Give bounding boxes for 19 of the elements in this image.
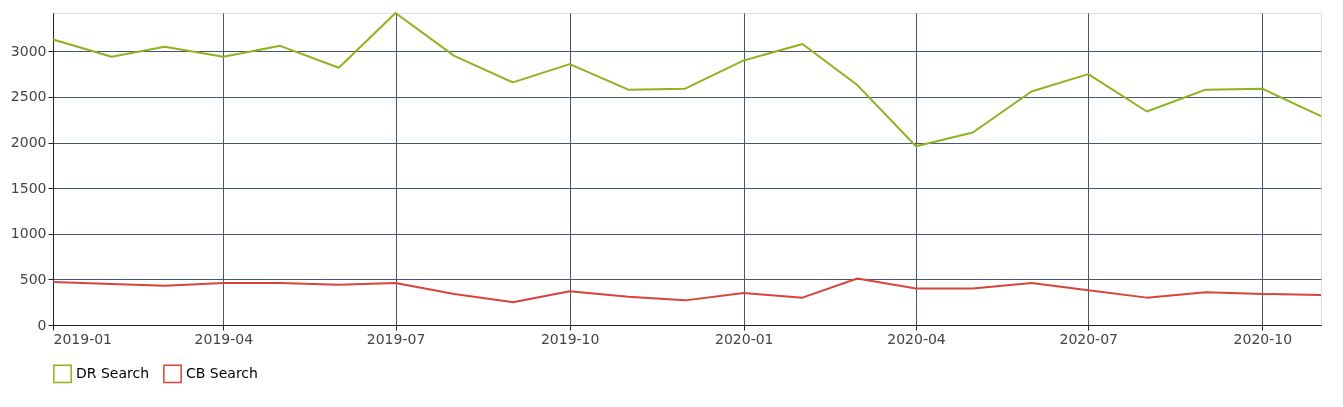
y-tick-label: 1000 [10, 225, 47, 242]
line-series [52, 277, 1322, 304]
x-tick-label: 2019-04 [194, 330, 254, 347]
x-tick-label: 2020-01 [715, 330, 774, 347]
y-tick-label: 1500 [10, 179, 47, 196]
y-tick-label: 2500 [10, 88, 47, 105]
y-tick-label: 3000 [10, 42, 47, 59]
x-tick-label: 2020-07 [1059, 330, 1118, 347]
x-tick-label: 2020-04 [887, 330, 946, 347]
x-tick-label: 2019-07 [366, 330, 426, 347]
y-tick-label: 0 [37, 316, 47, 333]
x-tick-label: 2019-10 [540, 330, 600, 347]
y-tick-label: 500 [19, 270, 47, 287]
y-tick-label: 2000 [10, 134, 47, 151]
line-series [52, 12, 1322, 148]
x-tick-label: 2019-01 [53, 330, 112, 347]
legend-label: CB Search [186, 364, 258, 381]
legend-label: DR Search [76, 364, 150, 381]
x-tick-label: 2020-10 [1233, 330, 1293, 347]
